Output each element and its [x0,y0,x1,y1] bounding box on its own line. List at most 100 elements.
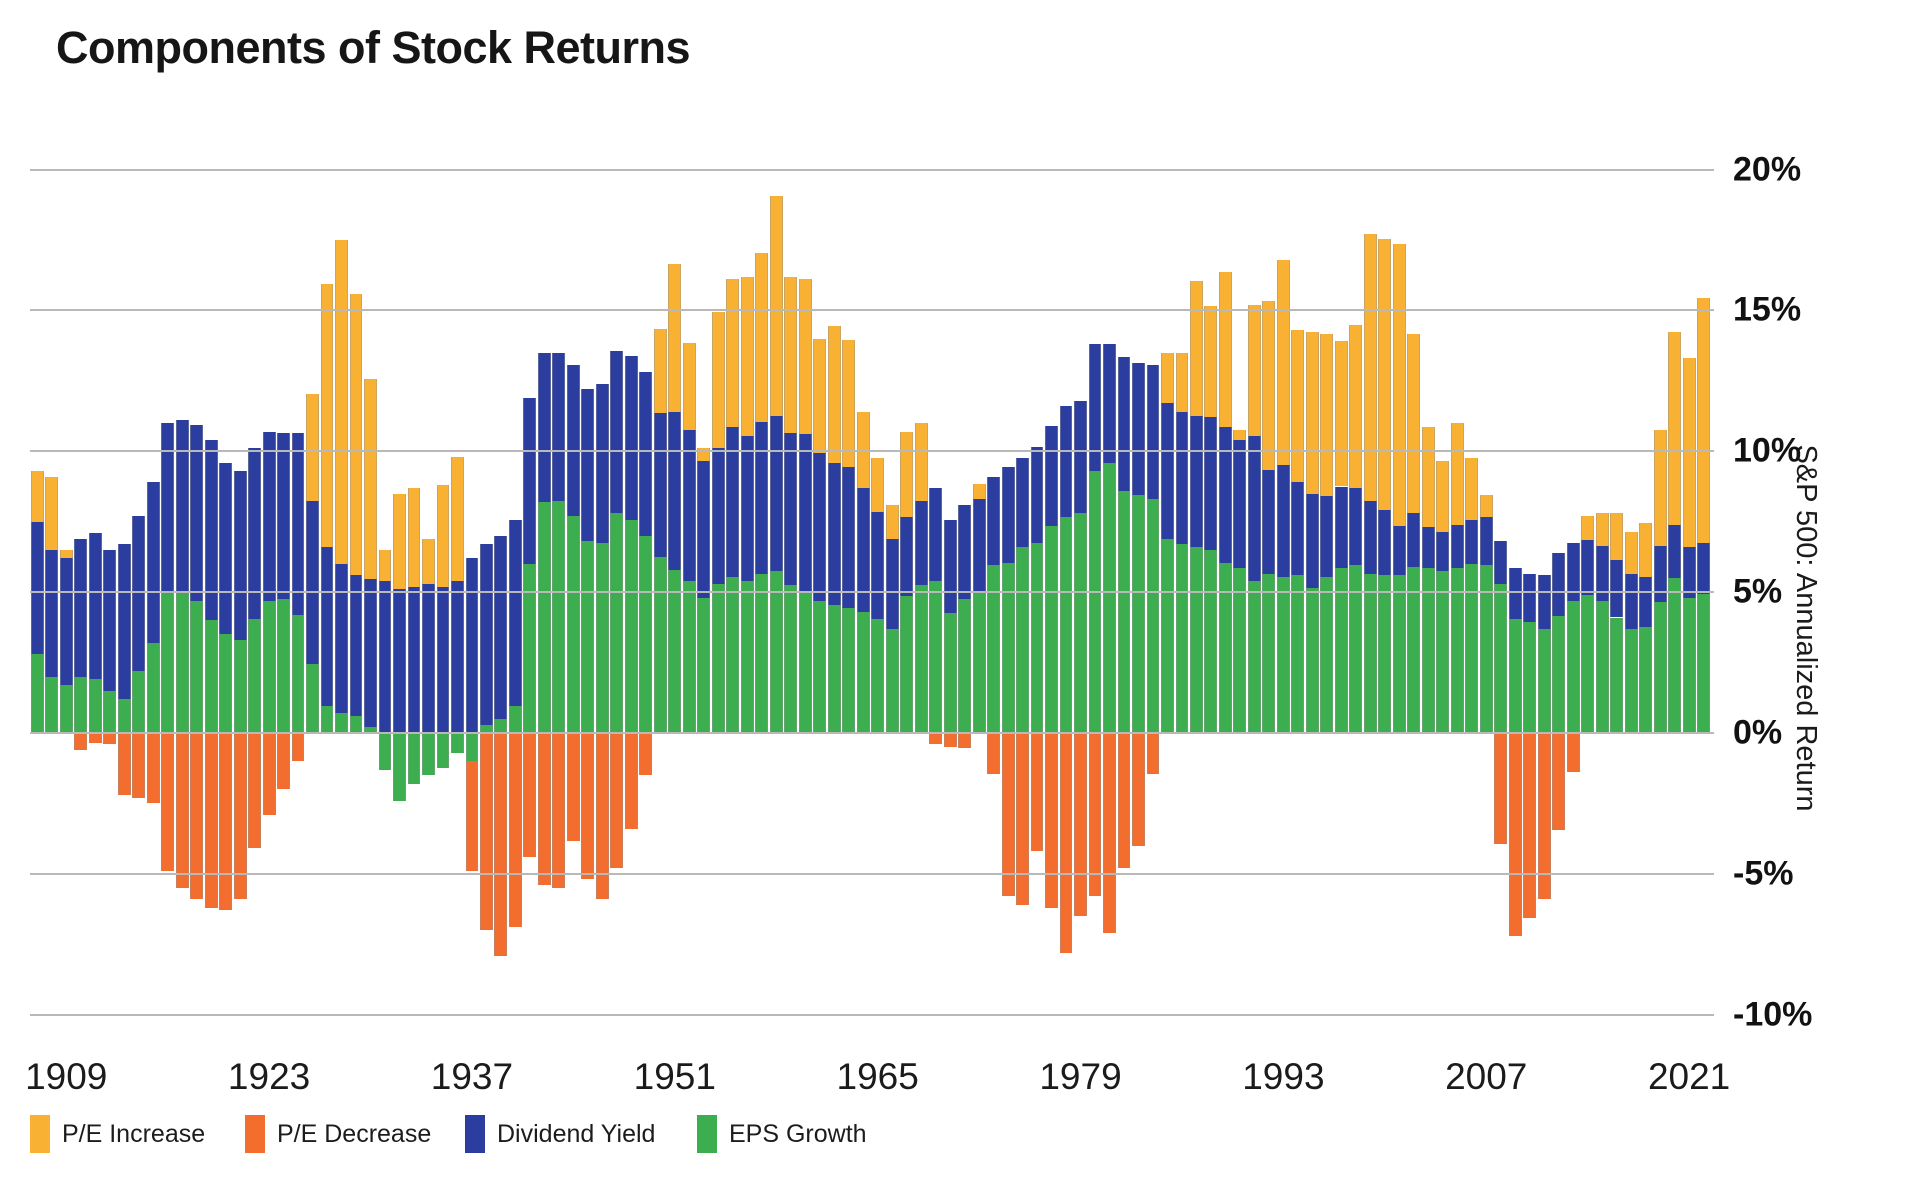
bar-segment-div-1910 [74,538,88,677]
bar-segment-div-2011 [1537,575,1551,629]
bar-segment-div-1955 [726,427,740,577]
bar-segment-div-1960 [798,434,812,593]
bar-segment-div-1917 [175,420,189,593]
bar-segment-pe_neg-1942 [537,733,551,886]
bar-segment-pe_pos-1961 [813,338,827,453]
bar-segment-pe_pos-1950 [653,328,667,414]
bar-segment-div-2010 [1523,573,1537,622]
bar-segment-div-1967 [900,517,914,597]
bar-segment-div-1993 [1276,465,1290,577]
bar-segment-div-1916 [161,423,175,593]
bar-segment-pe_neg-1939 [494,733,508,956]
bar-segment-pe_pos-2019 [1653,430,1667,546]
bar-segment-pe_pos-1955 [726,279,740,428]
bar-segment-eps-1945 [581,541,595,733]
bar-segment-div-1963 [842,466,856,608]
bar-segment-eps-1933 [407,733,421,784]
bar-segment-div-1961 [813,452,827,601]
y-tick-label-0: 0% [1733,713,1783,752]
bar-segment-pe_pos-1993 [1276,259,1290,466]
bar-segment-pe_neg-1921 [233,733,247,900]
gridline--10pct [30,1013,1714,1016]
bar-segment-eps-1976 [1030,542,1044,733]
bar-segment-pe_pos-1987 [1190,280,1203,417]
bar-segment-pe_neg-1949 [639,733,653,776]
bar-segment-pe_pos-2002 [1407,334,1421,514]
bar-segment-div-1936 [451,580,464,733]
bar-segment-div-1968 [914,500,928,586]
bar-segment-div-1983 [1132,362,1145,495]
bar-segment-eps-1956 [740,580,754,733]
bar-segment-eps-2018 [1639,627,1653,733]
bar-segment-eps-1960 [798,592,812,733]
bar-segment-eps-1953 [697,597,711,733]
bar-segment-pe_neg-1943 [552,733,566,888]
bar-segment-pe_pos-1994 [1291,330,1305,483]
bar-segment-pe_pos-1997 [1334,341,1348,487]
bar-segment-div-1943 [552,352,566,501]
bar-segment-div-1923 [262,431,276,601]
bar-segment-eps-1934 [422,733,435,776]
bar-segment-pe_pos-1986 [1175,352,1189,412]
bar-segment-eps-2016 [1610,617,1624,733]
bar-segment-eps-2003 [1421,568,1435,733]
bar-segment-eps-1932 [393,733,406,801]
bar-segment-div-2021 [1682,547,1696,598]
bar-segment-div-2018 [1639,576,1653,628]
bar-segment-pe_pos-1989 [1218,272,1232,428]
bar-segment-eps-1918 [190,600,204,733]
bar-segment-pe_neg-1911 [88,733,102,743]
bar-segment-eps-1940 [508,706,522,733]
bar-segment-div-1995 [1305,493,1319,588]
x-tick-label-1993: 1993 [1242,1056,1325,1097]
bar-segment-div-1945 [581,389,595,542]
bar-segment-div-1935 [436,586,450,733]
bar-segment-pe_pos-1907 [30,471,44,522]
bar-segment-eps-1920 [219,634,233,733]
bar-segment-eps-1966 [885,628,899,733]
bar-segment-pe_pos-2016 [1610,513,1624,560]
bar-segment-eps-1972 [972,592,986,733]
bar-segment-eps-1982 [1117,490,1131,733]
bar-segment-eps-1909 [59,685,73,733]
gridline-20pct [30,168,1714,171]
bar-segment-div-1999 [1363,500,1377,574]
bar-segment-eps-1971 [958,599,972,733]
bar-segment-div-2005 [1450,524,1464,569]
bar-segment-pe_neg-1979 [1074,733,1087,917]
y-tick-label-5: 5% [1733,572,1783,611]
bar-segment-pe_neg-1922 [248,733,262,849]
bar-segment-div-2004 [1436,531,1450,572]
bar-segment-pe_pos-2015 [1595,513,1609,546]
x-tick-label-1923: 1923 [227,1056,311,1097]
bar-segment-eps-1979 [1074,513,1087,733]
x-tick-label-1909: 1909 [25,1056,108,1097]
bar-segment-div-1990 [1233,440,1247,569]
bar-segment-pe_pos-1996 [1320,334,1334,497]
bar-segment-eps-1941 [523,563,537,733]
bar-segment-div-1972 [972,499,986,593]
bar-segment-div-1924 [277,432,290,600]
bar-segment-eps-1908 [45,676,59,733]
bar-segment-pe_neg-1910 [74,733,88,750]
bar-segment-eps-1907 [30,654,44,733]
bar-segment-eps-1970 [943,613,957,733]
bar-segment-div-1959 [784,432,798,586]
bar-segment-div-1969 [929,487,943,581]
bar-segment-pe_pos-1998 [1349,324,1363,488]
bar-segment-eps-1984 [1146,499,1160,733]
bar-segment-pe_pos-1929 [349,293,363,576]
bar-segment-div-1974 [1001,466,1015,563]
bar-segment-pe_pos-1927 [320,283,334,548]
bar-segment-div-1982 [1117,356,1131,491]
bar-segment-div-1930 [364,579,377,728]
bar-segment-pe_pos-2022 [1697,297,1711,543]
bar-segment-eps-2019 [1653,602,1667,733]
bar-segment-pe_pos-1966 [885,504,899,539]
bar-segment-pe_neg-1978 [1059,733,1073,953]
bar-segment-pe_neg-2008 [1494,733,1508,845]
bar-segment-pe_pos-1959 [784,276,798,433]
bar-segment-div-1937 [465,558,479,733]
bar-segment-pe_pos-1957 [755,252,769,422]
legend-label-pe_increase: P/E Increase [62,1120,206,1148]
